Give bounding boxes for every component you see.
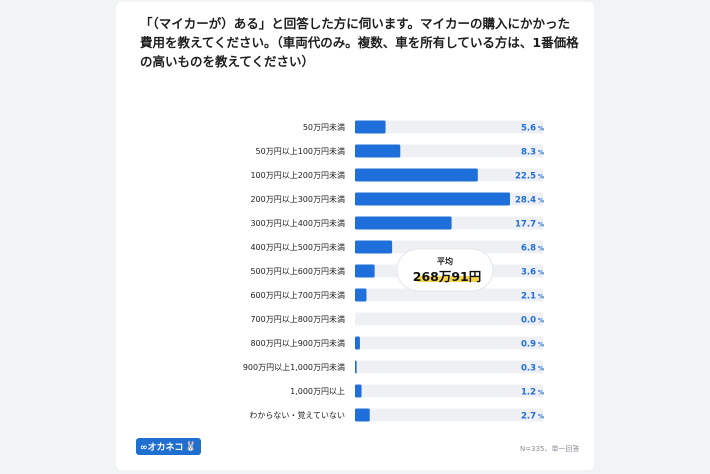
bar — [355, 120, 386, 134]
bar-track — [355, 144, 543, 158]
bar — [355, 216, 452, 230]
value-label: 1.2 — [521, 388, 536, 398]
value-label: 22.5 — [515, 172, 536, 182]
category-label: 400万円以上500万円未満 — [250, 242, 345, 252]
bar — [355, 264, 375, 278]
bar-track — [355, 360, 543, 374]
brand-logo-text: ∞オカネコ — [140, 443, 184, 453]
value-label: 2.7 — [521, 412, 536, 422]
category-label: 50万円以上100万円未満 — [256, 146, 345, 156]
bar — [355, 144, 401, 158]
bar — [355, 360, 357, 374]
bar — [355, 288, 367, 302]
sample-footnote: N=335、単一回答 — [520, 445, 580, 453]
question-title: 「（マイカーが）ある」と回答した方に伺います。マイカーの購入にかかった費用を教え… — [140, 16, 579, 69]
average-highlight — [417, 276, 479, 282]
unit-label: % — [538, 366, 544, 373]
bar — [355, 336, 360, 350]
unit-label: % — [538, 390, 544, 397]
value-label: 0.3 — [521, 364, 536, 374]
unit-label: % — [538, 126, 544, 133]
value-label: 6.8 — [521, 244, 536, 254]
bar-track — [355, 336, 543, 350]
value-label: 8.3 — [521, 148, 536, 158]
average-value: 268万91円 — [413, 269, 482, 284]
bar-track — [355, 384, 543, 398]
unit-label: % — [538, 150, 544, 157]
value-label: 5.6 — [521, 124, 536, 134]
category-label: 1,000万円以上 — [290, 387, 345, 396]
unit-label: % — [538, 342, 544, 349]
value-label: 17.7 — [515, 220, 536, 230]
category-label: 900万円以上1,000万円未満 — [243, 362, 345, 372]
category-label: 600万円以上700万円未満 — [250, 290, 345, 300]
value-label: 28.4 — [515, 196, 536, 206]
unit-label: % — [538, 198, 544, 205]
bar — [355, 384, 362, 398]
category-label: 800万円以上900万円未満 — [250, 338, 345, 348]
value-label: 0.0 — [521, 316, 536, 326]
unit-label: % — [538, 222, 544, 229]
unit-label: % — [538, 174, 544, 181]
unit-label: % — [538, 294, 544, 301]
category-label: わからない・覚えていない — [249, 410, 345, 420]
mascot-icon: 🐰 — [185, 441, 197, 452]
value-label: 0.9 — [521, 340, 536, 350]
average-label: 平均 — [437, 256, 453, 266]
unit-label: % — [538, 318, 544, 325]
bar — [355, 192, 510, 206]
value-label: 3.6 — [521, 268, 536, 278]
category-label: 700万円以上800万円未満 — [250, 314, 345, 324]
bar — [355, 168, 478, 182]
bar-track — [355, 312, 543, 326]
bar — [355, 408, 370, 422]
category-label: 300万円以上400万円未満 — [250, 218, 345, 228]
brand-logo: ∞オカネコ 🐰 — [136, 438, 201, 455]
bar — [355, 240, 393, 254]
category-label: 200万円以上300万円未満 — [250, 194, 345, 204]
bar-track — [355, 120, 543, 134]
value-label: 2.1 — [521, 292, 536, 302]
unit-label: % — [538, 270, 544, 277]
bar-track — [355, 288, 543, 302]
bar-track — [355, 408, 543, 422]
category-label: 100万円以上200万円未満 — [250, 170, 345, 180]
category-label: 50万円未満 — [303, 122, 345, 132]
category-label: 500万円以上600万円未満 — [250, 266, 345, 276]
bar-track — [355, 240, 543, 254]
unit-label: % — [538, 246, 544, 253]
unit-label: % — [538, 414, 544, 421]
